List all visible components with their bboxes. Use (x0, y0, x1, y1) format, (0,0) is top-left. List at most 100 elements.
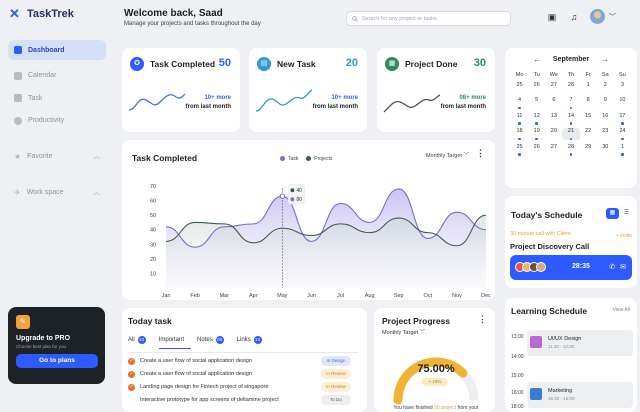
sidebar-group-workspace[interactable]: ✈ Work space ︿ (8, 182, 106, 202)
calendar-day-name: Fr (585, 72, 591, 78)
calendar-day[interactable]: 10 (614, 97, 631, 109)
dropdown-label: Monthly Target (382, 330, 418, 336)
check-icon[interactable]: ✓ (128, 370, 135, 378)
x-tick-label: Jan (162, 293, 171, 299)
calendar-view-button[interactable]: ▦ (606, 208, 619, 219)
search-input[interactable]: Search for any project or tasks (346, 11, 511, 26)
calendar-icon (14, 71, 22, 80)
calendar-day[interactable]: 13 (545, 113, 562, 125)
check-icon[interactable]: ✓ (128, 357, 135, 365)
calendar-day-number: 21 (567, 128, 575, 134)
learning-item[interactable]: UI/UX Design 11:30 - 12:30 (527, 330, 633, 356)
sidebar-item-dashboard[interactable]: Dashboard (8, 40, 106, 60)
calendar-day[interactable]: 23 (597, 128, 614, 140)
calendar-day-name: Th (567, 72, 575, 78)
calendar-day-name: Sa (601, 72, 609, 78)
inbox-icon[interactable]: ▣ (547, 11, 557, 22)
calendar-day[interactable]: 2 (597, 82, 614, 94)
learning-item[interactable]: Marketing 15:30 - 16:00 (527, 382, 633, 408)
task-row[interactable]: ✓ Create a user flow of social applicatio… (128, 368, 358, 380)
bell-icon[interactable]: ♫ (570, 11, 578, 22)
calendar-day[interactable]: 15 (580, 113, 597, 125)
check-icon[interactable]: ✓ (128, 383, 135, 391)
calendar-day-number: 26 (533, 81, 540, 88)
chevron-up-icon[interactable]: ︿ (93, 189, 100, 196)
calendar-day-number: 25 (516, 143, 523, 150)
calendar-day[interactable]: 9 (597, 97, 614, 109)
task-row[interactable]: Interactive prototype for app screens of… (128, 394, 358, 406)
user-menu[interactable]: ﹀ (590, 9, 616, 24)
sidebar-item-productivity[interactable]: Productivity (8, 111, 106, 131)
calendar-day[interactable]: 1 (580, 82, 597, 94)
calendar-day-name: We (549, 72, 558, 78)
sidebar-item-task[interactable]: Task (8, 88, 106, 108)
calendar-day[interactable]: 18 (511, 128, 528, 140)
monthly-target-dropdown[interactable]: Monthly Target ﹀ (426, 151, 469, 159)
calendar-day[interactable]: 6 (545, 97, 562, 109)
chat-icon[interactable]: ✉ (620, 264, 626, 271)
chevron-up-icon[interactable]: ︿ (93, 153, 100, 160)
x-tick-label: Mar (219, 293, 229, 299)
sidebar-group-label: Work space (26, 188, 64, 196)
calendar-day[interactable]: 24 (614, 128, 631, 140)
stat-more-text: from last month (312, 104, 358, 110)
tab-all[interactable]: All 10 (128, 336, 153, 349)
call-controls: ✆ ✉ (609, 263, 626, 271)
calendar-day[interactable]: 1 (614, 144, 631, 156)
task-row[interactable]: ✓ Create a user flow of social applicatio… (128, 355, 358, 367)
tab-links[interactable]: Links 10 (237, 336, 269, 349)
phone-icon[interactable]: ✆ (609, 264, 616, 271)
event-dot (569, 106, 573, 109)
calendar-day[interactable]: 21 (562, 128, 580, 140)
calendar-day[interactable]: 11 (511, 113, 528, 125)
list-view-button[interactable]: ☰ (623, 210, 630, 216)
document-icon: ▤ (257, 57, 271, 71)
calendar-day[interactable]: 26 (528, 82, 545, 94)
sidebar-item-label: Dashboard (28, 46, 65, 54)
prev-month-icon[interactable]: ← (533, 55, 541, 64)
more-options-icon[interactable]: ⋮ (476, 148, 485, 158)
calendar-day[interactable]: 29 (580, 144, 597, 156)
sidebar-item-calendar[interactable]: Calendar (8, 66, 106, 86)
calendar-day[interactable]: 30 (597, 144, 614, 156)
calendar-day[interactable]: 5 (528, 97, 545, 109)
calendar-day[interactable]: 8 (580, 97, 597, 109)
invite-button[interactable]: + Invite (615, 233, 632, 239)
go-to-plans-button[interactable]: Go to plans (16, 354, 98, 368)
calendar-day[interactable]: 28 (562, 82, 579, 94)
calendar-day[interactable]: 4 (511, 97, 528, 109)
calendar-day[interactable]: 27 (545, 144, 562, 156)
project-progress-card: Project Progress Monthly Target ﹀ ⋮ 75.0… (374, 308, 495, 412)
tab-important[interactable]: Important (158, 336, 192, 349)
calendar-day[interactable]: 17 (614, 113, 631, 125)
stat-value: 20 (345, 57, 358, 69)
calendar-day[interactable]: 16 (597, 113, 614, 125)
calendar-day[interactable]: 20 (545, 128, 562, 140)
stat-more-value: 10+ more (204, 95, 231, 101)
unchecked-icon[interactable] (128, 397, 135, 404)
calendar-day-number: 25 (516, 81, 523, 88)
logo[interactable]: ✕ TaskTrek (9, 7, 74, 21)
calendar-day[interactable]: 28 (562, 144, 579, 156)
task-text: Create a user flow of social application… (140, 358, 252, 364)
calendar-day[interactable]: 22 (580, 128, 597, 140)
next-month-icon[interactable]: → (601, 55, 609, 64)
calendar-day[interactable]: 27 (545, 82, 562, 94)
x-tick-label: Jul (337, 293, 344, 299)
sidebar-group-favorite[interactable]: ★ Favorite ︿ (8, 146, 106, 166)
task-row[interactable]: ✓ Landing page design for Fintech project… (128, 381, 358, 393)
calendar-day[interactable]: 3 (614, 82, 631, 94)
calendar-day[interactable]: 14 (562, 113, 579, 125)
calendar-day-number: 14 (567, 112, 575, 119)
calendar-day[interactable]: 25 (511, 144, 528, 156)
calendar-day[interactable]: 26 (528, 144, 545, 156)
more-options-icon[interactable]: ⋮ (478, 314, 487, 324)
tab-notes[interactable]: Notes 05 (197, 336, 231, 349)
calendar-day[interactable]: 25 (511, 82, 528, 94)
view-all-link[interactable]: View All (612, 307, 630, 313)
progress-filter-dropdown[interactable]: Monthly Target ﹀ (382, 328, 425, 336)
course-thumbnail (530, 336, 542, 348)
calendar-day[interactable]: 19 (528, 128, 545, 140)
calendar-day[interactable]: 7 (562, 97, 579, 109)
calendar-day[interactable]: 12 (528, 113, 545, 125)
